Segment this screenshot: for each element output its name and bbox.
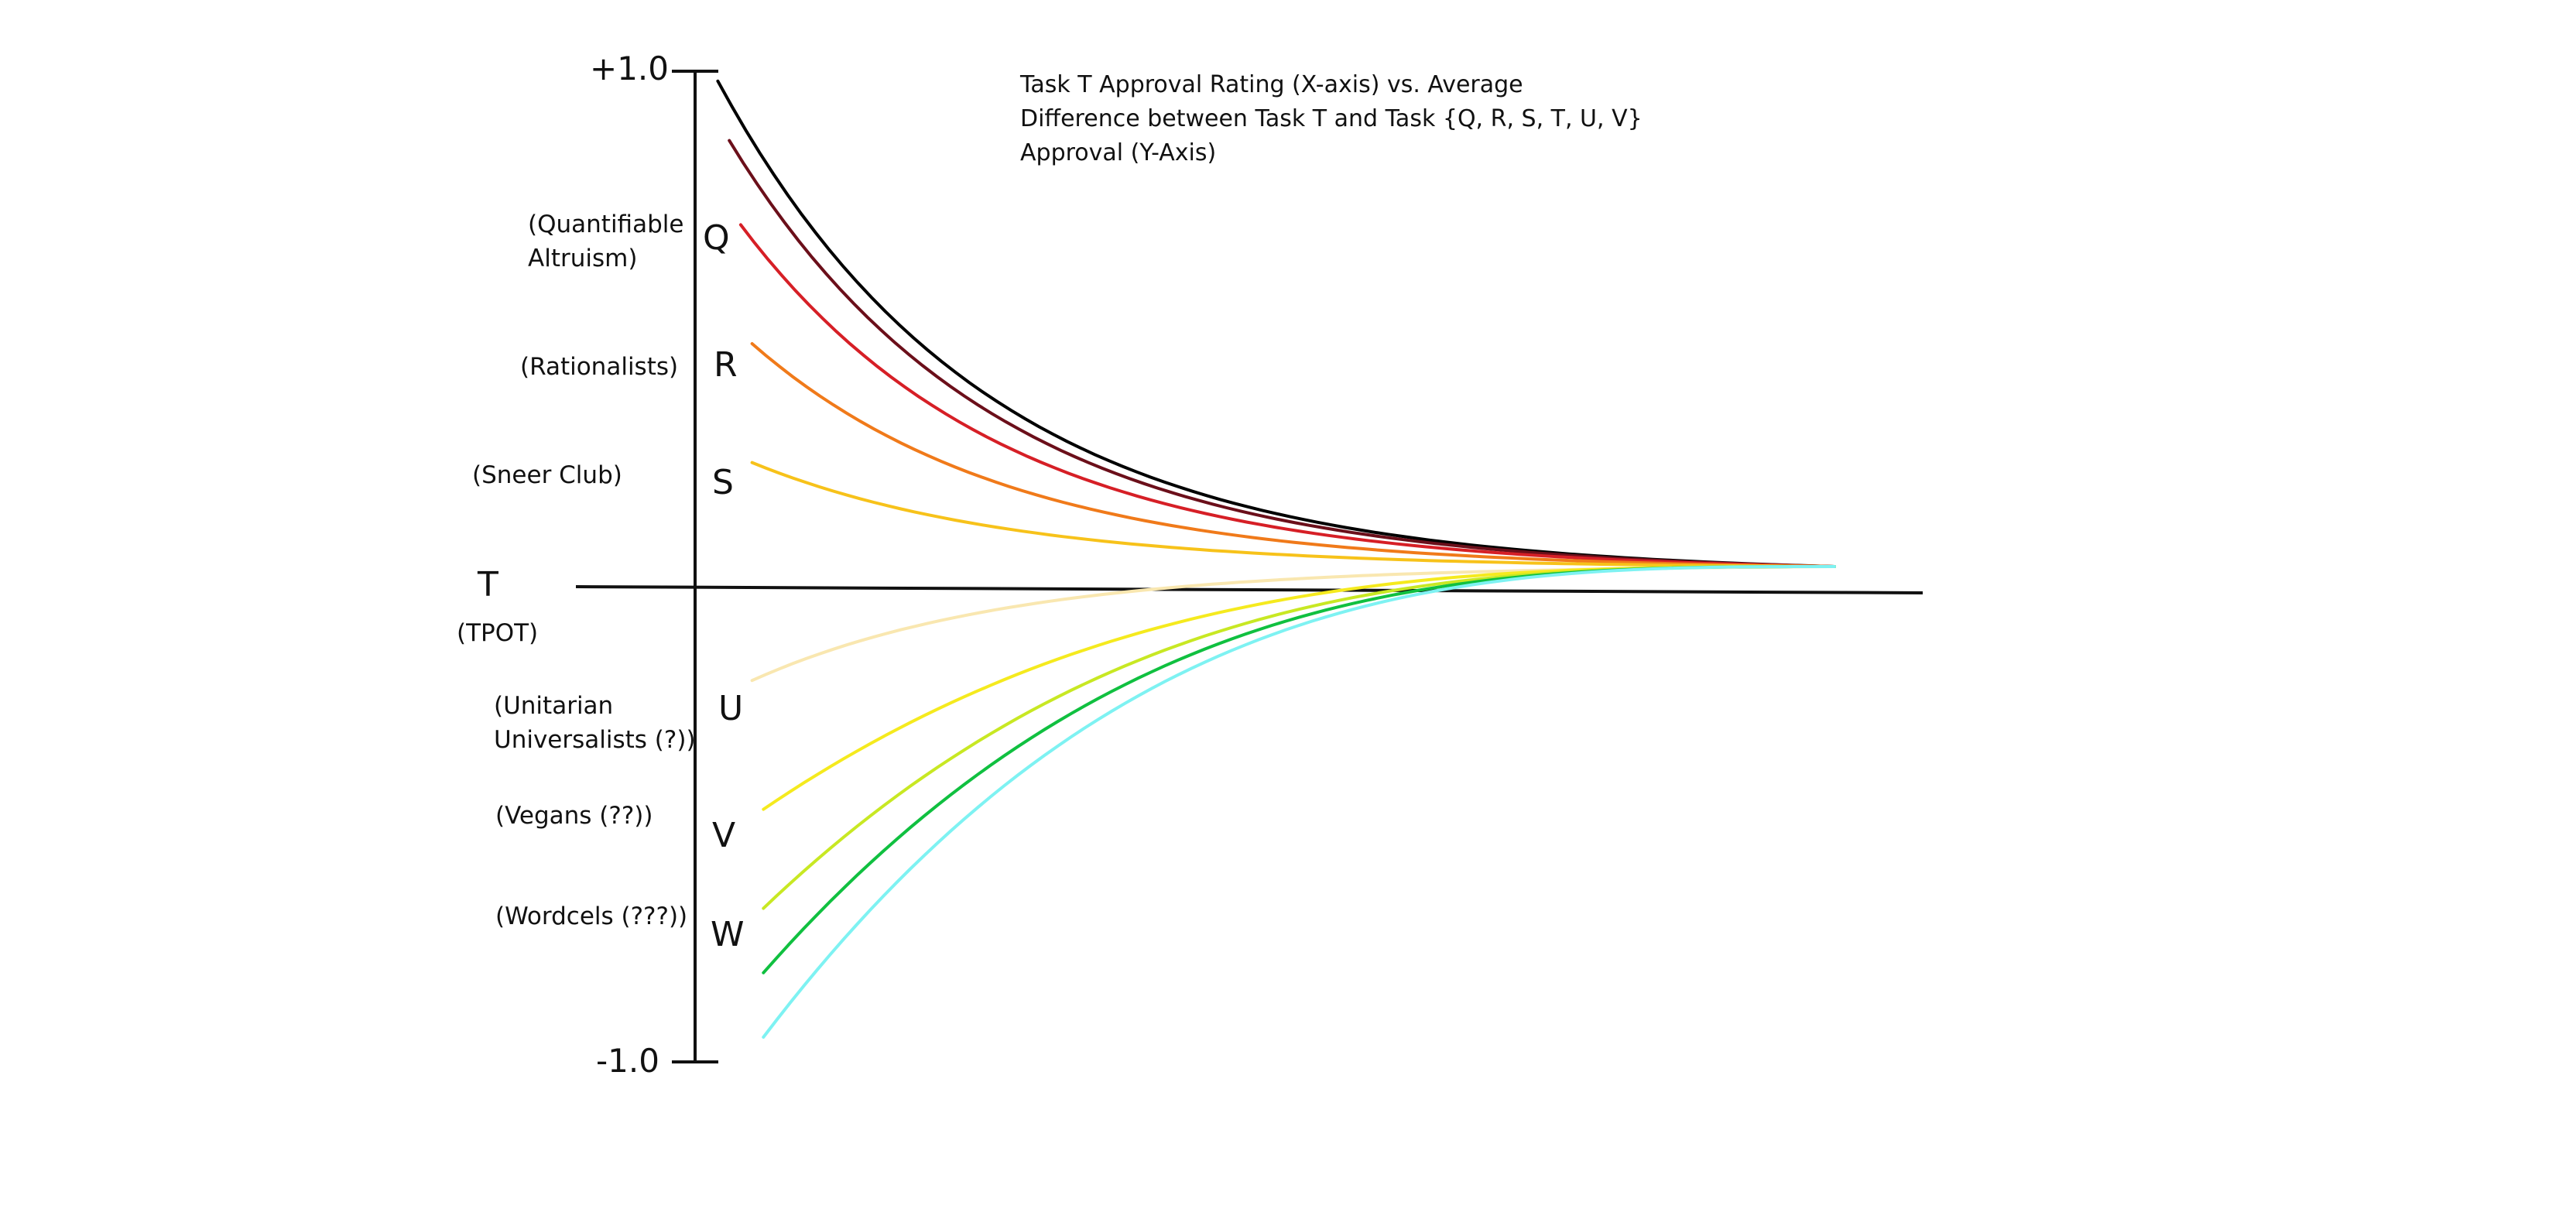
series-line-9: [762, 565, 1836, 974]
group-name-q: (Quantifiable Altruism): [528, 211, 684, 272]
series-line-6: [750, 565, 1836, 683]
chart-title-line-2: Difference between Task T and Task {Q, R…: [1020, 105, 1643, 132]
series-layer: [716, 79, 1836, 1039]
chart-title-line-1: Task T Approval Rating (X-axis) vs. Aver…: [1020, 71, 1523, 98]
series-letter-w: W: [711, 915, 745, 954]
group-name-u: (Unitarian Universalists (?)): [494, 692, 696, 754]
series-line-10: [762, 565, 1836, 1039]
series-letter-q: Q: [703, 218, 730, 258]
y-tick-label-top: +1.0: [590, 50, 669, 87]
axes: [575, 70, 1923, 1063]
series-letter-v: V: [712, 816, 736, 855]
series-line-5: [750, 461, 1836, 568]
chart-title-line-3: Approval (Y-Axis): [1020, 139, 1217, 166]
series-line-3: [738, 223, 1836, 568]
series-line-2: [728, 139, 1836, 568]
series-line-7: [762, 565, 1836, 811]
series-line-4: [750, 342, 1836, 568]
series-letter-u: U: [718, 689, 744, 728]
group-name-s: (Sneer Club): [472, 461, 622, 489]
group-name-w: (Wordcels (???)): [495, 902, 688, 930]
group-name-r: (Rationalists): [520, 353, 679, 381]
reference-name: (TPOT): [457, 619, 539, 647]
reference-letter: T: [478, 565, 498, 604]
y-tick-label-bottom: -1.0: [596, 1042, 659, 1080]
series-letter-s: S: [712, 463, 734, 502]
x-axis-zero-line: [575, 585, 1923, 594]
series-letter-r: R: [714, 345, 738, 385]
group-name-v: (Vegans (??)): [495, 802, 653, 830]
chart-title: Task T Approval Rating (X-axis) vs. Aver…: [1020, 68, 1643, 170]
